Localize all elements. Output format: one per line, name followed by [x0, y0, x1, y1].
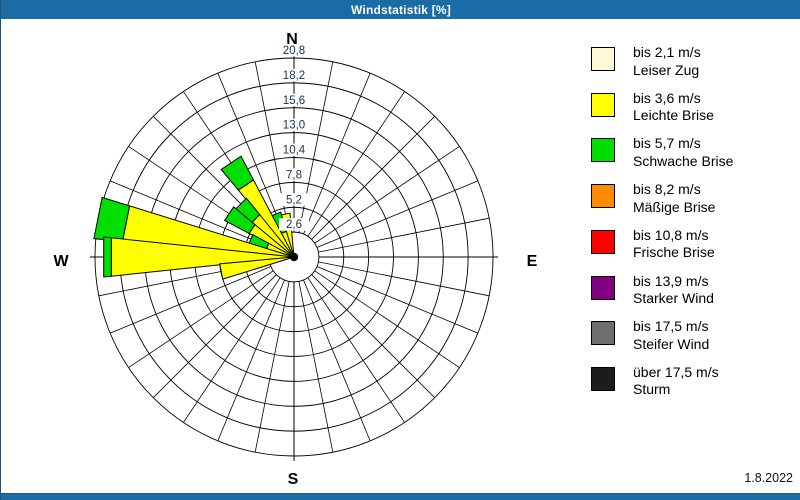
grid-spoke: [314, 146, 460, 244]
grid-spoke: [109, 266, 272, 334]
rose-center-dot: [289, 252, 299, 262]
legend-item-label: bis 5,7 m/s Schwache Brise: [633, 135, 733, 170]
legend-color-swatch: [591, 138, 615, 163]
wind-speed-legend: bis 2,1 m/s Leiser Zug bis 3,6 m/s Leichte …: [591, 19, 796, 494]
ring-label-backing: [279, 193, 309, 206]
grid-spoke: [307, 91, 405, 237]
ring-value-label: 15,6: [283, 95, 305, 107]
legend-color-swatch: [591, 321, 615, 346]
ring-value-label: 10,4: [283, 145, 306, 157]
legend-item-label: bis 10,8 m/s Frische Brise: [633, 227, 715, 262]
legend-item: bis 17,5 m/s Steifer Wind: [591, 318, 796, 363]
legend-item: bis 2,1 m/s Leiser Zug: [591, 44, 796, 89]
grid-spoke: [298, 281, 334, 453]
legend-color-swatch: [591, 275, 615, 300]
window-title-bar: Windstatistik [%]: [1, 0, 800, 19]
wind-petal-segment: [93, 196, 131, 242]
legend-speed-range: bis 13,9 m/s: [633, 272, 709, 289]
legend-color-swatch: [591, 92, 615, 117]
window-footer-bar: [1, 493, 800, 500]
legend-wind-name: Sturm: [633, 381, 671, 398]
legend-item: über 17,5 m/s Sturm: [591, 364, 796, 409]
grid-spoke: [109, 180, 272, 248]
grid-spoke: [303, 72, 371, 235]
legend-item: bis 8,2 m/s Mäßige Brise: [591, 181, 796, 226]
ring-value-label: 5,2: [286, 194, 302, 206]
legend-wind-name: Frische Brise: [633, 244, 715, 261]
chart-panel: 2,6 5,2 7,8 10,4 13,0 15,6 18,2 20,8 N E S W bi…: [1, 19, 800, 494]
window-title: Windstatistik [%]: [351, 2, 451, 17]
ring-label-backing: [279, 118, 309, 132]
ring-label-backing: [279, 143, 309, 156]
legend-speed-range: bis 5,7 m/s: [633, 135, 701, 152]
legend-wind-name: Leiser Zug: [633, 61, 700, 78]
legend-color-swatch: [591, 366, 615, 391]
legend-speed-range: bis 17,5 m/s: [633, 318, 709, 335]
legend-item-label: bis 8,2 m/s Mäßige Brise: [633, 181, 715, 216]
ring-value-label: 13,0: [283, 120, 305, 132]
grid-spoke: [318, 261, 490, 297]
legend-item: bis 5,7 m/s Schwache Brise: [591, 135, 796, 180]
wind-petal-segment: [219, 256, 295, 280]
legend-speed-range: bis 2,1 m/s: [633, 44, 701, 60]
legend-color-swatch: [591, 229, 615, 254]
date-label: 1.8.2022: [744, 471, 793, 485]
legend-item: bis 3,6 m/s Leichte Brise: [591, 90, 796, 135]
legend-wind-name: Mäßige Brise: [633, 198, 716, 215]
legend-speed-range: bis 3,6 m/s: [633, 89, 701, 106]
grid-spoke: [217, 279, 285, 442]
grid-spoke: [254, 281, 290, 453]
ring-value-label: 18,2: [283, 70, 305, 82]
grid-spoke: [128, 270, 274, 368]
compass-label-north: N: [286, 31, 298, 48]
ring-label-backing: [279, 168, 309, 181]
grid-spoke: [316, 180, 479, 248]
legend-wind-name: Schwache Brise: [633, 152, 734, 169]
grid-spoke: [183, 277, 281, 423]
legend-color-swatch: [591, 47, 615, 71]
legend-item: bis 13,9 m/s Starker Wind: [591, 273, 796, 318]
wind-petal-segment: [223, 206, 256, 235]
ring-value-label: 2,6: [286, 219, 302, 231]
legend-item-label: bis 2,1 m/s Leiser Zug: [633, 44, 701, 79]
grid-spoke: [307, 277, 405, 423]
compass-label-west: W: [53, 253, 69, 270]
legend-speed-range: bis 10,8 m/s: [633, 226, 709, 243]
wind-rose-chart: 2,6 5,2 7,8 10,4 13,0 15,6 18,2 20,8: [90, 44, 498, 461]
wind-petal-segment: [103, 236, 112, 278]
grid-spoke: [311, 274, 435, 398]
grid-spoke: [316, 266, 479, 334]
grid-spoke: [303, 279, 371, 442]
grid-spoke: [217, 72, 285, 235]
ring-label-backing: [279, 93, 309, 107]
legend-item-label: bis 17,5 m/s Steifer Wind: [633, 318, 709, 353]
compass-label-east: E: [526, 253, 538, 270]
legend-speed-range: bis 8,2 m/s: [633, 181, 701, 198]
legend-item: bis 10,8 m/s Frische Brise: [591, 227, 796, 272]
legend-color-swatch: [591, 184, 615, 209]
legend-wind-name: Steifer Wind: [633, 335, 710, 352]
legend-item-label: über 17,5 m/s Sturm: [633, 364, 719, 399]
legend-item-label: bis 13,9 m/s Starker Wind: [633, 273, 714, 308]
grid-spoke: [318, 217, 490, 253]
grid-spoke: [314, 270, 460, 368]
legend-speed-range: über 17,5 m/s: [633, 363, 719, 380]
ring-label-backing: [279, 44, 309, 57]
legend-item-label: bis 3,6 m/s Leichte Brise: [633, 90, 714, 125]
wind-petal-segment: [220, 155, 255, 191]
ring-label-backing: [279, 68, 309, 82]
legend-wind-name: Leichte Brise: [633, 107, 714, 124]
ring-value-label: 7,8: [286, 169, 302, 181]
grid-spoke: [153, 274, 277, 398]
ring-value-label: 20,8: [283, 45, 305, 57]
compass-label-south: S: [287, 471, 299, 488]
legend-wind-name: Starker Wind: [633, 290, 714, 307]
ring-label-backing: [279, 218, 309, 231]
grid-spoke: [311, 116, 435, 240]
